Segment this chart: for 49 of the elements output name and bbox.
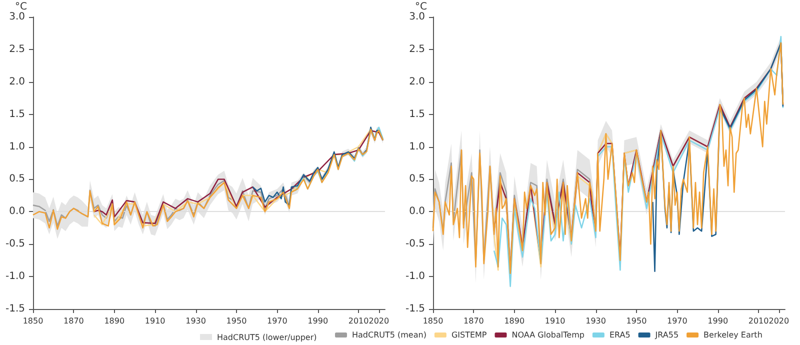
x-tick-label: 2020: [768, 316, 790, 326]
x-tick-label: 2020: [368, 316, 390, 326]
y-tick-label: 0.0: [9, 206, 25, 218]
x-tick-label: 1990: [308, 316, 328, 326]
y-tick-label: -0.5: [405, 238, 425, 250]
y-tick-label: 1.0: [409, 141, 425, 152]
legend-label: GISTEMP: [451, 330, 487, 340]
legend-label: NOAA GlobalTemp: [512, 330, 584, 340]
y-tick-label: 1.5: [9, 108, 25, 120]
y-tick-label: -0.5: [5, 238, 25, 250]
legend-label: JRA55: [654, 330, 679, 340]
x-tick-label: 2010: [348, 316, 369, 326]
y-tick-label: 0.5: [9, 174, 25, 185]
x-tick-label: 1950: [226, 316, 247, 326]
x-tick-label: 1890: [104, 316, 125, 326]
x-tick-label: 1990: [708, 316, 728, 326]
x-tick-label: 1850: [422, 316, 444, 326]
x-tick-label: 1890: [504, 316, 525, 326]
y-tick-label: 0.5: [409, 174, 425, 185]
x-tick-label: 1930: [586, 316, 606, 326]
legend-label: ERA5: [609, 330, 630, 340]
x-tick-label: 1870: [464, 316, 484, 326]
x-tick-label: 1970: [266, 316, 288, 326]
y-tick-label: -1.0: [405, 271, 425, 282]
x-tick-label: 1910: [144, 316, 166, 326]
y-axis-title: °C: [415, 2, 428, 13]
y-tick-label: 3.0: [409, 12, 425, 22]
y-tick-label: 0.0: [409, 206, 425, 218]
y-tick-label: 2.5: [409, 44, 425, 55]
y-tick-label: 2.0: [409, 76, 425, 88]
x-tick-label: 2010: [748, 316, 769, 326]
y-tick-label: 1.0: [9, 141, 25, 152]
x-tick-label: 1910: [544, 316, 566, 326]
y-axis-title: °C: [15, 2, 28, 13]
legend-label: HadCRUT5 (mean): [352, 330, 426, 340]
legend-label: Berkeley Earth: [704, 330, 762, 340]
x-tick-label: 1850: [22, 316, 44, 326]
x-tick-label: 1870: [64, 316, 84, 326]
x-tick-label: 1930: [186, 316, 206, 326]
y-tick-label: 2.0: [9, 76, 25, 88]
y-tick-label: -1.5: [5, 304, 25, 314]
y-tick-label: -1.0: [5, 271, 25, 282]
y-tick-label: 1.5: [409, 108, 425, 120]
x-tick-label: 1970: [666, 316, 688, 326]
y-tick-label: 2.5: [9, 44, 25, 55]
x-tick-label: 1950: [626, 316, 647, 326]
y-tick-label: -1.5: [405, 304, 425, 314]
text: HadCRUT5 (lower/upper): [217, 332, 317, 342]
y-tick-label: 3.0: [9, 12, 25, 22]
